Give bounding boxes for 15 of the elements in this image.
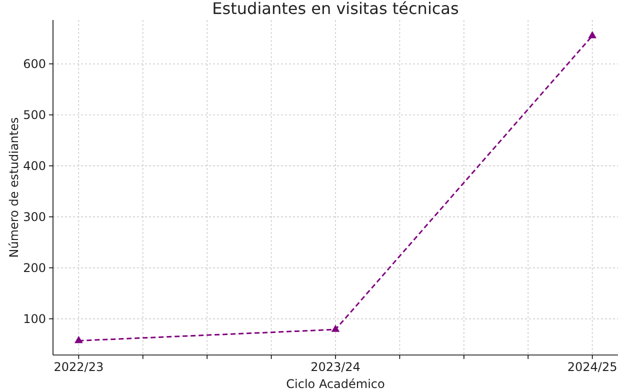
x-tick-label: 2024/25 bbox=[567, 360, 618, 374]
y-tick-label: 500 bbox=[23, 108, 46, 122]
point bbox=[331, 324, 340, 332]
point bbox=[74, 336, 83, 344]
y-tick-label: 400 bbox=[23, 159, 46, 174]
point bbox=[588, 31, 596, 38]
y-tick-label: 600 bbox=[23, 57, 46, 72]
y-axis-title: Número de estudiantes bbox=[7, 117, 21, 258]
x-axis-title: Ciclo Académico bbox=[286, 377, 385, 391]
y-tick-label: 300 bbox=[23, 210, 46, 224]
y-tick-label: 200 bbox=[23, 261, 46, 276]
y-tick-label: 100 bbox=[23, 312, 46, 326]
x-tick-label: 2023/24 bbox=[310, 360, 360, 374]
x-tick-label: 2022/23 bbox=[54, 360, 104, 374]
chart-title: Estudiantes en visitas técnicas bbox=[212, 0, 459, 18]
